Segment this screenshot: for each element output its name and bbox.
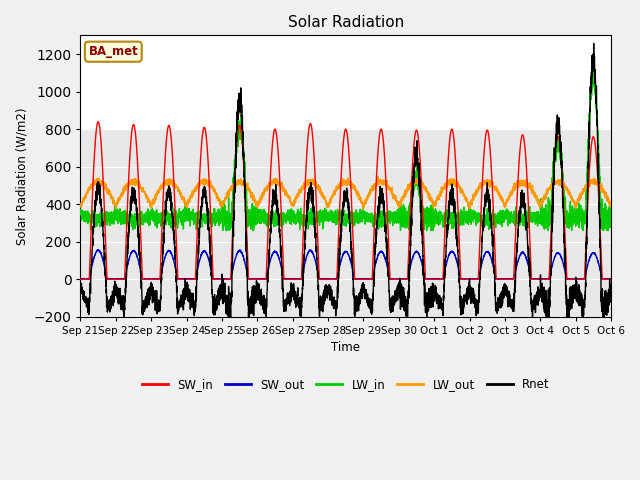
SW_in: [172, 228, 180, 233]
SW_out: [94, 247, 102, 252]
LW_in: [326, 215, 333, 221]
SW_out: [77, 276, 84, 282]
Legend: SW_in, SW_out, LW_in, LW_out, Rnet: SW_in, SW_out, LW_in, LW_out, Rnet: [137, 373, 554, 396]
Rnet: [495, 305, 502, 311]
LW_out: [77, 204, 84, 209]
Title: Solar Radiation: Solar Radiation: [287, 15, 404, 30]
Rnet: [172, 267, 180, 273]
Line: LW_out: LW_out: [81, 177, 611, 209]
SW_out: [607, 276, 614, 282]
SW_in: [94, 119, 102, 124]
Rnet: [607, 287, 615, 292]
Rnet: [465, 290, 472, 296]
LW_in: [590, 59, 598, 64]
Y-axis label: Solar Radiation (W/m2): Solar Radiation (W/m2): [15, 108, 28, 245]
Line: SW_in: SW_in: [81, 121, 611, 279]
LW_in: [607, 213, 615, 218]
SW_in: [326, 276, 333, 282]
LW_in: [495, 215, 502, 221]
LW_out: [607, 203, 615, 209]
LW_in: [222, 228, 230, 233]
Rnet: [435, 303, 443, 309]
SW_in: [465, 276, 472, 282]
SW_in: [607, 276, 614, 282]
Text: BA_met: BA_met: [88, 45, 138, 58]
Line: LW_in: LW_in: [81, 61, 611, 230]
SW_out: [172, 267, 180, 273]
LW_out: [435, 192, 443, 197]
SW_in: [435, 276, 443, 282]
LW_out: [495, 192, 502, 198]
Rnet: [326, 297, 333, 303]
LW_in: [607, 225, 614, 230]
Rnet: [590, 40, 598, 46]
SW_in: [495, 276, 502, 282]
X-axis label: Time: Time: [332, 341, 360, 354]
SW_in: [607, 276, 615, 282]
SW_out: [607, 276, 615, 282]
Rnet: [579, 321, 587, 327]
LW_in: [435, 219, 443, 225]
LW_out: [374, 174, 382, 180]
SW_out: [465, 276, 472, 282]
Rnet: [77, 280, 84, 286]
SW_out: [326, 276, 333, 282]
SW_in: [77, 276, 84, 282]
SW_out: [495, 276, 502, 282]
Line: SW_out: SW_out: [81, 250, 611, 279]
SW_out: [435, 276, 443, 282]
LW_in: [77, 208, 84, 214]
LW_out: [326, 197, 333, 203]
LW_out: [172, 184, 180, 190]
LW_in: [172, 217, 180, 223]
Bar: [81, 36, 611, 129]
LW_out: [360, 206, 367, 212]
LW_out: [465, 203, 472, 208]
LW_in: [465, 211, 472, 216]
LW_out: [607, 201, 614, 206]
Line: Rnet: Rnet: [81, 43, 611, 324]
Rnet: [607, 299, 614, 304]
